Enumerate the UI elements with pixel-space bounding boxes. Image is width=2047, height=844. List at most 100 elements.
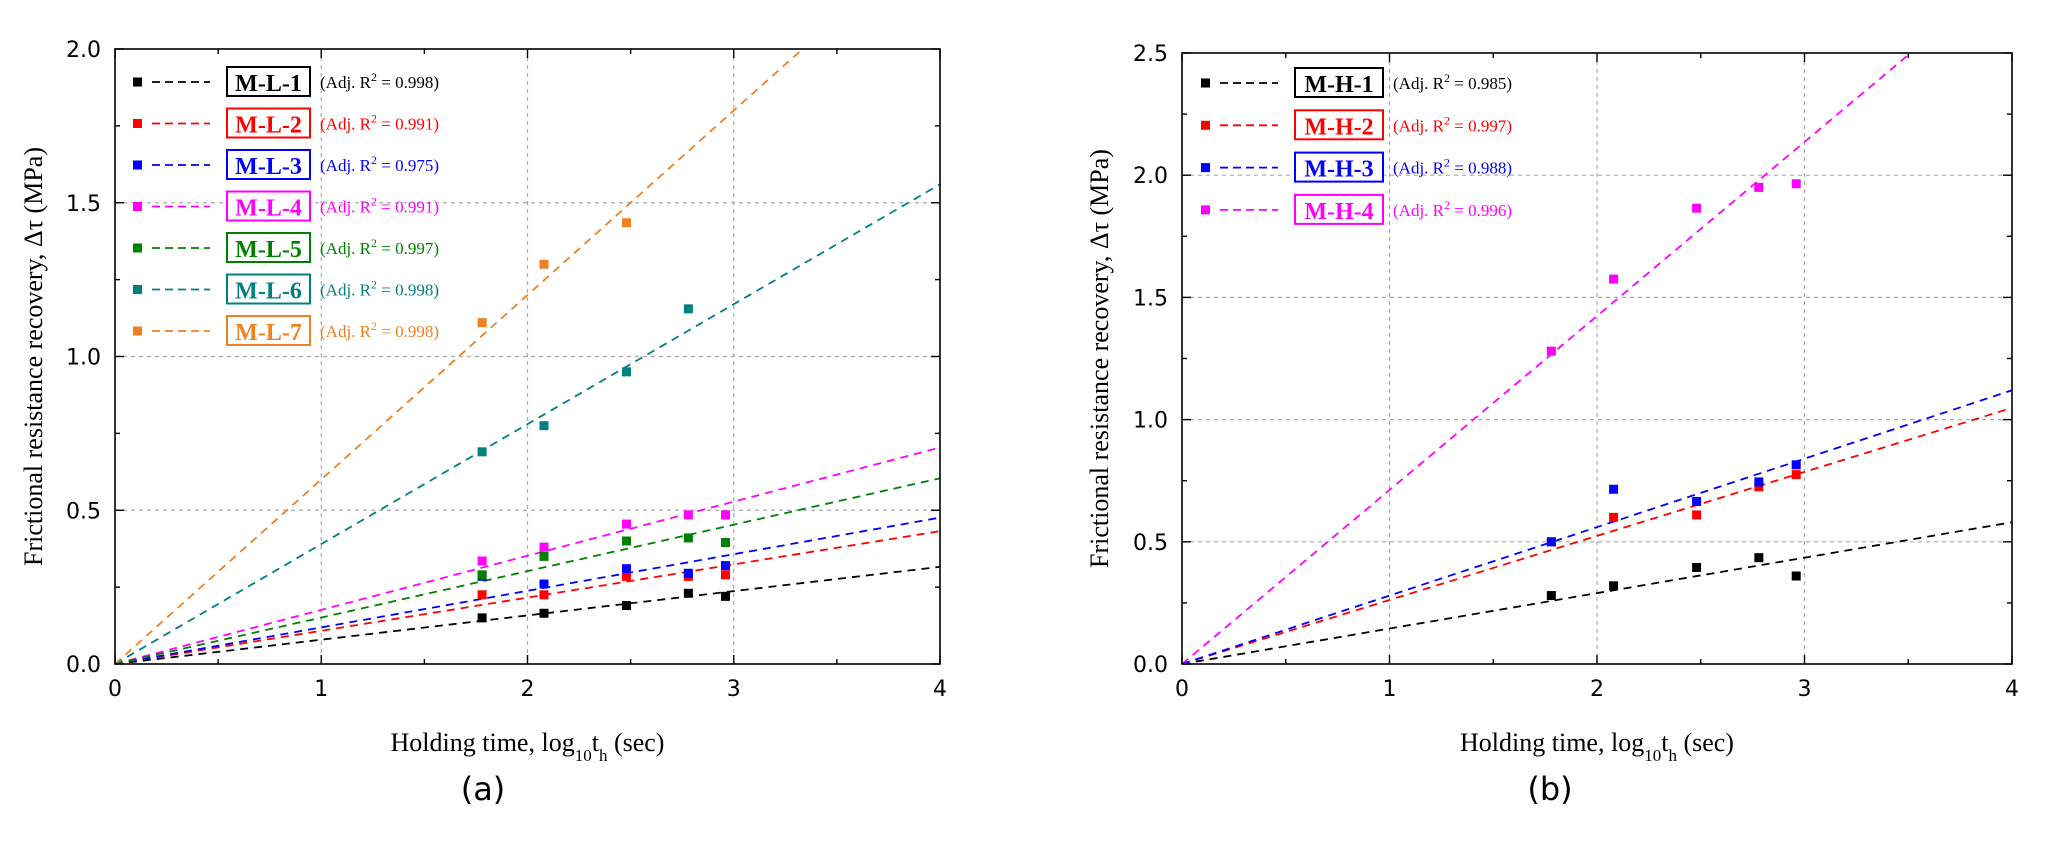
legend-r2-value: = 0.975): [377, 156, 439, 175]
x-tick-label: 4: [2005, 677, 2019, 702]
data-point-M-L-6: [683, 304, 693, 314]
legend-r2-prefix: (Adj. R: [1393, 74, 1445, 93]
data-points: [477, 218, 730, 623]
data-point-M-H-4: [1692, 203, 1702, 213]
data-point-M-H-3: [1791, 460, 1801, 470]
legend-box: [226, 107, 311, 139]
data-point-M-L-1: [477, 613, 487, 623]
data-point-M-L-1: [622, 601, 631, 611]
legend-label: M-L-7: [235, 320, 302, 346]
legend-marker: [133, 202, 142, 211]
legend-r2-prefix: (Adj. R: [320, 322, 372, 341]
data-point-M-L-2: [477, 590, 487, 600]
legend-label: M-L-4: [235, 196, 302, 222]
chart-panel-b: 0 1 2 3 4 0.0 0.5 1.0 1.5 2.0 2.5 Holding time, log…: [1085, 42, 2019, 808]
data-point-M-L-4: [683, 510, 693, 520]
legend-r2-prefix: (Adj. R: [320, 73, 372, 92]
legend-r2-prefix: (Adj. R: [1393, 159, 1445, 178]
legend-r2-sup: 2: [1444, 198, 1450, 212]
data-point-M-H-1: [1546, 591, 1556, 601]
data-point-M-H-2: [1791, 470, 1801, 480]
data-point-M-H-3: [1692, 496, 1702, 506]
legend-r2-value: = 0.997): [1450, 116, 1512, 135]
legend-item-M-H-1: M-H-1 (Adj. R2 = 0.985): [1201, 67, 1512, 98]
y-tick-label: 0.0: [66, 653, 101, 678]
data-point-M-H-2: [1754, 482, 1764, 492]
y-tick-label: 2.5: [1133, 42, 1168, 67]
legend-marker: [1201, 205, 1210, 215]
x-axis-label-sub: h: [1668, 746, 1677, 765]
fit-line-M-L-4: [115, 446, 940, 664]
x-axis-label-part: (sec): [607, 728, 664, 757]
legend-r2-sup: 2: [371, 319, 377, 333]
data-point-M-L-4: [477, 556, 487, 566]
legend-item-M-L-7: M-L-7 (Adj. R2 = 0.998): [133, 315, 439, 346]
fit-line-M-L-1: [115, 565, 940, 664]
legend-item-M-H-3: M-H-3 (Adj. R2 = 0.988): [1201, 151, 1512, 183]
legend-r2-sup: 2: [371, 153, 377, 167]
legend-r2-sup: 2: [371, 195, 377, 209]
x-axis-label-part: Holding time, log: [391, 728, 575, 757]
data-point-M-L-1: [539, 608, 549, 618]
legend-label: M-L-1: [235, 71, 302, 97]
legend-r2-sup: 2: [371, 278, 377, 292]
legend-box: [1294, 151, 1384, 183]
legend-r2: (Adj. R2 = 0.991): [320, 112, 439, 134]
legend-item-M-L-3: M-L-3 (Adj. R2 = 0.975): [133, 149, 439, 180]
data-point-M-H-4: [1546, 346, 1556, 356]
legend-box: [226, 190, 311, 222]
fit-line-M-L-7: [115, 49, 804, 664]
legend-label: M-L-3: [235, 154, 302, 180]
data-point-M-L-4: [622, 519, 631, 529]
data-point-M-L-7: [539, 259, 549, 269]
legend: M-L-1 (Adj. R2 = 0.998)M-L-2 (Adj. R2 = 0.…: [133, 66, 439, 346]
x-tick-label: 3: [727, 677, 741, 702]
fit-line-M-H-2: [1182, 407, 2012, 664]
x-axis-label-sub: 10: [575, 746, 592, 765]
data-point-M-L-5: [622, 536, 631, 546]
legend-box: [1294, 67, 1384, 98]
ticks: [1181, 52, 2013, 665]
x-tick-label: 0: [1175, 677, 1189, 702]
data-point-M-L-3: [539, 579, 549, 589]
legend-item-M-H-2: M-H-2 (Adj. R2 = 0.997): [1201, 109, 1512, 141]
data-point-M-H-1: [1754, 553, 1764, 563]
chart-panel-a: 0 1 2 3 4 0.0 0.5 1.0 1.5 2.0 Holding time, log10t…: [19, 38, 947, 808]
legend-box: [1294, 109, 1384, 141]
data-point-M-L-5: [721, 538, 730, 548]
data-point-M-L-6: [622, 367, 631, 377]
fit-lines: [115, 49, 940, 664]
legend-r2-prefix: (Adj. R: [1393, 201, 1445, 220]
fit-line-M-L-5: [115, 477, 940, 664]
legend-r2-sup: 2: [371, 236, 377, 250]
fit-line-M-H-1: [1182, 521, 2012, 664]
y-tick-label: 1.5: [66, 192, 101, 217]
legend-label: M-H-2: [1304, 114, 1373, 140]
x-axis-label: Holding time, log10th (sec): [391, 728, 665, 765]
data-point-M-H-1: [1609, 581, 1619, 591]
ticks: [114, 48, 941, 665]
data-point-M-H-3: [1546, 537, 1556, 547]
y-axis-label: Frictional resistance recovery, Δτ (MPa): [19, 147, 48, 566]
legend-r2-sup: 2: [371, 70, 377, 84]
data-point-M-H-1: [1692, 562, 1702, 572]
legend-label: M-H-3: [1304, 157, 1373, 183]
data-point-M-H-1: [1791, 571, 1801, 581]
legend-item-M-L-4: M-L-4 (Adj. R2 = 0.991): [133, 190, 439, 222]
data-point-M-H-4: [1609, 274, 1619, 284]
legend-r2: (Adj. R2 = 0.975): [320, 153, 439, 175]
data-point-M-L-3: [721, 561, 730, 571]
x-tick-label: 4: [933, 677, 947, 702]
legend-r2-value: = 0.997): [377, 239, 439, 258]
data-points: [1546, 179, 1801, 601]
legend-r2: (Adj. R2 = 0.998): [320, 278, 439, 300]
x-tick-label: 2: [521, 677, 535, 702]
legend-marker: [133, 160, 142, 170]
legend-box: [226, 315, 311, 346]
x-tick-label: 0: [108, 677, 122, 702]
legend-r2-sup: 2: [1444, 156, 1450, 170]
x-tick-label: 2: [1590, 677, 1604, 702]
x-axis-label-sub: 10: [1644, 746, 1661, 765]
x-axis-label-part: t: [592, 728, 600, 757]
data-point-M-H-2: [1609, 512, 1619, 522]
